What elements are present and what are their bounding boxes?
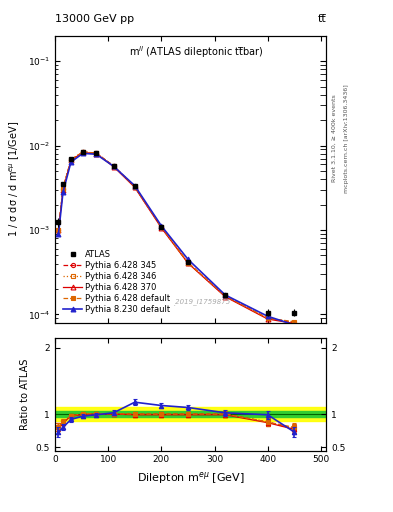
Text: ATLAS_2019_I1759875: ATLAS_2019_I1759875 — [151, 298, 231, 305]
Text: 13000 GeV pp: 13000 GeV pp — [55, 14, 134, 25]
Text: Rivet 3.1.10, ≥ 400k events: Rivet 3.1.10, ≥ 400k events — [332, 94, 337, 182]
Legend: ATLAS, Pythia 6.428 345, Pythia 6.428 346, Pythia 6.428 370, Pythia 6.428 defaul: ATLAS, Pythia 6.428 345, Pythia 6.428 34… — [59, 246, 174, 318]
Y-axis label: Ratio to ATLAS: Ratio to ATLAS — [20, 358, 30, 430]
Bar — [55, 408, 326, 421]
X-axis label: Dilepton m$^{e\mu}$ [GeV]: Dilepton m$^{e\mu}$ [GeV] — [137, 470, 244, 486]
Text: tt̅: tt̅ — [318, 14, 326, 25]
Y-axis label: 1 / σ dσ / d m$^{e\mu}$ [1/GeV]: 1 / σ dσ / d m$^{e\mu}$ [1/GeV] — [8, 121, 22, 237]
Text: m$^{ll}$ (ATLAS dileptonic tt̅bar): m$^{ll}$ (ATLAS dileptonic tt̅bar) — [129, 45, 263, 60]
Bar — [55, 411, 326, 417]
Text: mcplots.cern.ch [arXiv:1306.3436]: mcplots.cern.ch [arXiv:1306.3436] — [344, 84, 349, 193]
